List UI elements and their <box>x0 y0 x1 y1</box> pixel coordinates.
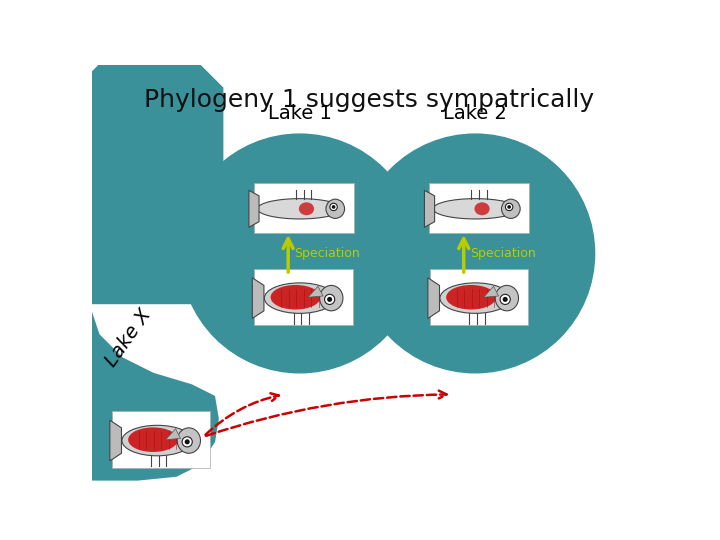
Ellipse shape <box>299 202 314 215</box>
Text: Speciation: Speciation <box>294 247 360 260</box>
Polygon shape <box>249 190 259 227</box>
Circle shape <box>500 294 510 305</box>
Text: Phylogeny 1 suggests sympatrically: Phylogeny 1 suggests sympatrically <box>144 88 594 112</box>
Polygon shape <box>425 190 435 227</box>
Circle shape <box>356 134 595 373</box>
Ellipse shape <box>433 199 518 219</box>
Circle shape <box>325 294 335 305</box>
PathPatch shape <box>92 65 219 481</box>
Bar <box>254 269 353 325</box>
Circle shape <box>327 297 332 302</box>
Ellipse shape <box>440 283 510 313</box>
Circle shape <box>182 437 192 447</box>
Circle shape <box>184 439 190 444</box>
Ellipse shape <box>128 428 178 452</box>
Bar <box>429 183 529 233</box>
Polygon shape <box>428 278 439 319</box>
Ellipse shape <box>474 202 490 215</box>
Polygon shape <box>308 286 323 297</box>
Circle shape <box>180 134 419 373</box>
Ellipse shape <box>264 283 335 313</box>
Polygon shape <box>252 278 264 319</box>
Ellipse shape <box>495 286 518 311</box>
Ellipse shape <box>257 199 342 219</box>
Ellipse shape <box>271 285 320 309</box>
Ellipse shape <box>502 199 520 218</box>
Polygon shape <box>92 65 222 303</box>
Ellipse shape <box>326 199 345 218</box>
Bar <box>430 269 528 325</box>
Ellipse shape <box>122 426 192 456</box>
Polygon shape <box>484 286 498 297</box>
Circle shape <box>503 297 508 302</box>
Text: Lake 2: Lake 2 <box>444 104 507 123</box>
Bar <box>112 411 210 468</box>
Circle shape <box>505 203 513 211</box>
Text: Lake 1: Lake 1 <box>268 104 332 123</box>
Circle shape <box>332 205 336 209</box>
Ellipse shape <box>446 285 496 309</box>
Polygon shape <box>166 429 181 440</box>
Circle shape <box>508 205 511 209</box>
Circle shape <box>330 203 337 211</box>
Text: Speciation: Speciation <box>470 247 536 260</box>
Text: Lake X: Lake X <box>102 306 156 370</box>
Ellipse shape <box>177 428 200 453</box>
Bar <box>253 183 354 233</box>
Polygon shape <box>110 420 122 461</box>
Ellipse shape <box>320 286 343 311</box>
